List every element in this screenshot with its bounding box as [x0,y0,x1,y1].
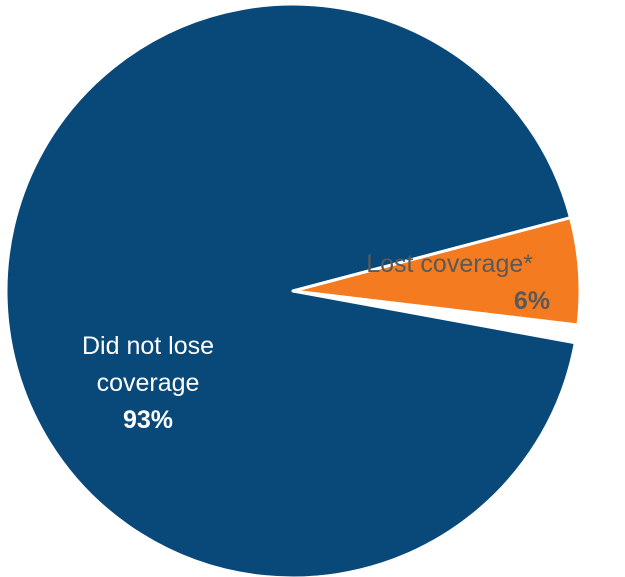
pie-labels: Did not lose coverage 93% Lost coverage* 6% [82,250,550,434]
pie-slice-1 [291,216,582,327]
pie-slice-2 [578,332,625,345]
slice-label-0-line-1: coverage [97,369,200,397]
pie-slice-0 [4,2,577,577]
slice-label-0-line-0: Did not lose [82,332,214,360]
slice-value-1: 6% [514,287,550,315]
slice-value-0: 93% [123,406,173,434]
pie-slices [4,2,625,577]
slice-label-1-line-0: Lost coverage* [366,250,533,278]
